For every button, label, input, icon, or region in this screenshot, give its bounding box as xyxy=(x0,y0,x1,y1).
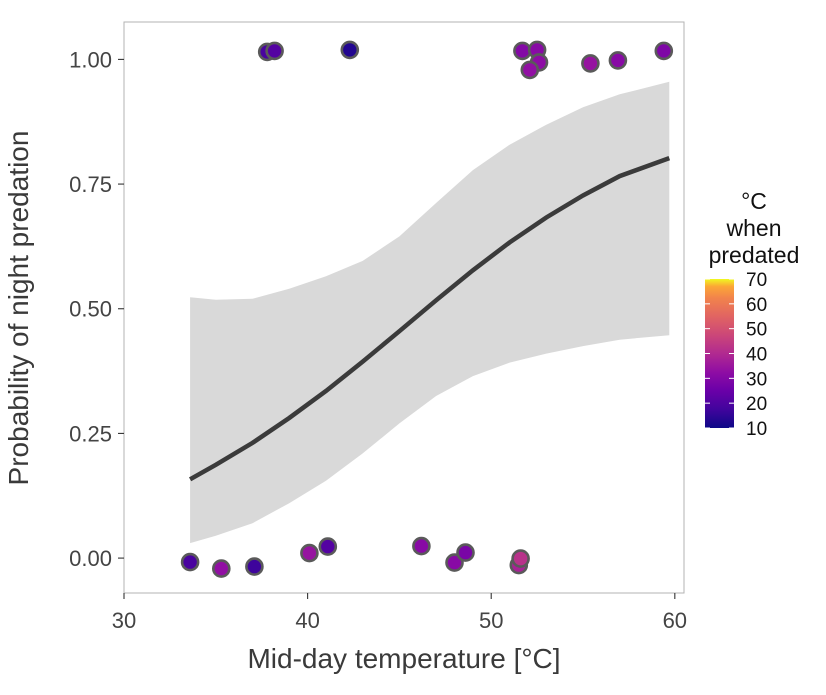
data-point xyxy=(581,54,600,73)
fit-line xyxy=(188,155,671,482)
data-point xyxy=(318,537,338,556)
color-legend: °C when predated 10 20 30 40 50 60 70 xyxy=(705,188,799,440)
legend-ticks: 10 20 30 40 50 60 70 xyxy=(705,270,767,440)
x-tick-label: 60 xyxy=(663,608,687,633)
data-point xyxy=(654,41,674,61)
legend-title-line-2: when xyxy=(726,215,782,241)
legend-tick-label: 30 xyxy=(746,369,767,390)
legend-tick-label: 70 xyxy=(746,270,767,291)
data-point xyxy=(300,543,319,563)
legend-tick-label: 50 xyxy=(746,320,767,341)
data-point xyxy=(180,552,200,572)
data-point xyxy=(265,41,284,61)
x-tick-label: 50 xyxy=(479,608,503,633)
x-axis: 30 40 50 60 xyxy=(112,593,687,633)
x-tick-label: 30 xyxy=(112,608,136,633)
data-point xyxy=(245,557,264,576)
data-point xyxy=(412,536,431,556)
data-point xyxy=(520,60,540,80)
data-point xyxy=(212,559,231,578)
y-tick-label: 0.50 xyxy=(69,297,112,322)
y-tick-label: 0.00 xyxy=(69,546,112,571)
y-tick-label: 1.00 xyxy=(69,47,112,72)
data-point xyxy=(340,40,360,60)
data-point xyxy=(608,51,628,70)
legend-title-line-3: predated xyxy=(709,242,800,268)
legend-tick-label: 10 xyxy=(746,419,767,440)
x-axis-title: Mid-day temperature [°C] xyxy=(247,643,560,674)
legend-tick-label: 40 xyxy=(746,345,767,366)
points-layer xyxy=(180,40,674,578)
y-tick-label: 0.75 xyxy=(69,172,112,197)
legend-title-line-1: °C xyxy=(741,188,767,214)
y-axis-title: Probability of night predation xyxy=(3,131,34,486)
y-axis: 0.00 0.25 0.50 0.75 1.00 xyxy=(69,47,124,571)
data-point xyxy=(456,543,475,562)
data-point xyxy=(511,549,530,568)
x-tick-label: 40 xyxy=(295,608,319,633)
y-tick-label: 0.25 xyxy=(69,421,112,446)
confidence-band xyxy=(190,81,670,544)
legend-tick-label: 60 xyxy=(746,295,767,316)
legend-tick-label: 20 xyxy=(746,394,767,415)
